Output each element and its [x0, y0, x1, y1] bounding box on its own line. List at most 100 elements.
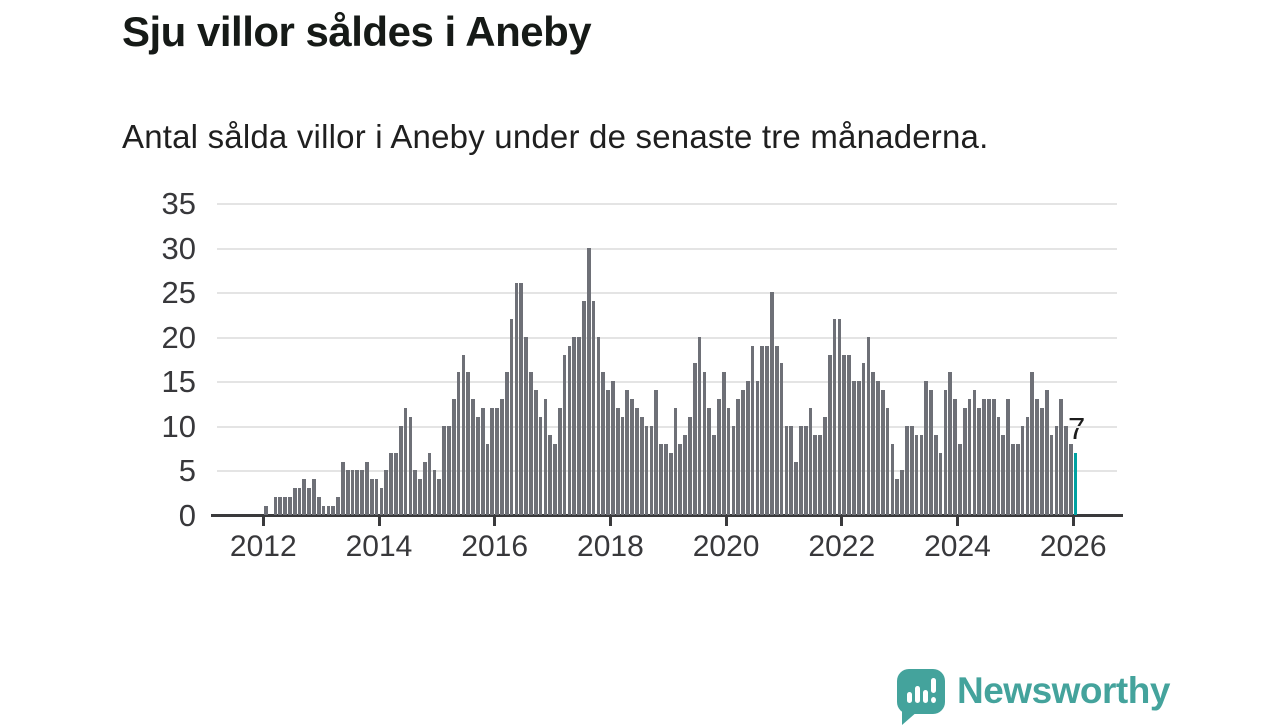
bar: [774, 345, 779, 515]
bar: [880, 390, 885, 515]
bar: [639, 416, 644, 515]
bar: [731, 425, 736, 515]
x-tick-2022: [840, 517, 844, 526]
x-tick-label-2024: 2024: [924, 530, 991, 563]
bar: [374, 479, 379, 515]
bar: [1040, 408, 1044, 515]
bar: [668, 452, 673, 515]
x-tick-2026: [1071, 517, 1075, 526]
x-tick-2016: [493, 517, 497, 526]
bar: [615, 408, 620, 515]
bar: [336, 497, 340, 515]
bar: [967, 399, 972, 515]
bar: [273, 497, 278, 515]
chart-subtitle: Antal sålda villor i Aneby under de sena…: [122, 118, 989, 155]
bar: [389, 452, 393, 515]
bar: [900, 470, 904, 515]
bar: [726, 408, 731, 515]
bar: [504, 372, 509, 515]
bar: [808, 408, 813, 515]
x-tick-label-2014: 2014: [345, 530, 413, 563]
bar: [837, 318, 842, 515]
bar: [601, 372, 606, 515]
bar: [288, 497, 292, 515]
bar: [982, 399, 986, 515]
bar: [909, 425, 914, 515]
bar: [991, 399, 996, 515]
bar: [890, 443, 895, 515]
bar: [721, 372, 726, 515]
bar: [456, 372, 461, 515]
bar: [659, 443, 663, 515]
bar: [543, 399, 548, 515]
bar: [1011, 443, 1015, 515]
bar: [654, 390, 659, 515]
bar: [770, 292, 774, 515]
bar: [341, 461, 345, 515]
bar: [312, 479, 316, 515]
bar: [413, 470, 418, 515]
bar: [529, 372, 533, 515]
bar: [519, 283, 524, 515]
bar: [1035, 399, 1039, 515]
bar: [630, 399, 634, 515]
bar: [437, 479, 442, 515]
bar: [567, 345, 572, 515]
bar: [943, 390, 948, 515]
bar: [379, 488, 384, 515]
y-tick-label-10: 10: [161, 408, 196, 444]
bar: [678, 443, 683, 515]
x-axis-line: [211, 514, 1123, 517]
bar: [741, 390, 745, 515]
bar: [1064, 425, 1068, 515]
bar: [832, 318, 837, 515]
bar: [924, 381, 929, 515]
bar: [1025, 416, 1030, 515]
logo-bar-icon: [907, 691, 912, 703]
bar: [856, 381, 861, 515]
logo-exclamation-dot-icon: [931, 696, 936, 703]
x-tick-label-2018: 2018: [577, 530, 644, 563]
bar: [688, 416, 692, 515]
bar: [765, 345, 769, 515]
bar: [447, 425, 451, 515]
bar: [365, 461, 369, 515]
bar: [360, 470, 364, 515]
bar: [476, 416, 480, 515]
bar: [861, 363, 866, 515]
bar: [818, 434, 822, 515]
bar: [606, 390, 610, 515]
bar: [1054, 425, 1059, 515]
bar: [755, 381, 760, 515]
newsworthy-branding: Newsworthy: [897, 666, 1170, 725]
bar: [996, 416, 1001, 515]
bar: [813, 434, 818, 515]
bar: [509, 318, 514, 515]
bar: [895, 479, 900, 515]
bar: [962, 408, 967, 515]
bar: [461, 354, 466, 515]
bar: [649, 425, 654, 515]
bar: [736, 399, 741, 515]
bar: [408, 416, 413, 515]
gridline-30: [217, 247, 1117, 250]
bar: [789, 425, 794, 515]
bar: [938, 452, 943, 515]
bar: [712, 434, 716, 515]
bar: [485, 443, 490, 515]
bar: [1015, 443, 1020, 515]
gridline-20: [217, 336, 1117, 339]
plot-area: 7 2012 2014 2016 2018 2020 2022 2024 2026: [211, 203, 1123, 563]
speech-bubble-tail: [902, 710, 918, 725]
bar: [557, 408, 562, 515]
bar: [278, 497, 283, 515]
x-tick-2020: [724, 517, 728, 526]
gridline-15: [217, 381, 1117, 384]
bar: [1068, 443, 1073, 515]
bar: [533, 390, 538, 515]
bar: [398, 425, 403, 515]
bar: [591, 301, 596, 515]
bar: [707, 408, 712, 515]
bar: [577, 336, 581, 515]
bar: [717, 399, 721, 515]
